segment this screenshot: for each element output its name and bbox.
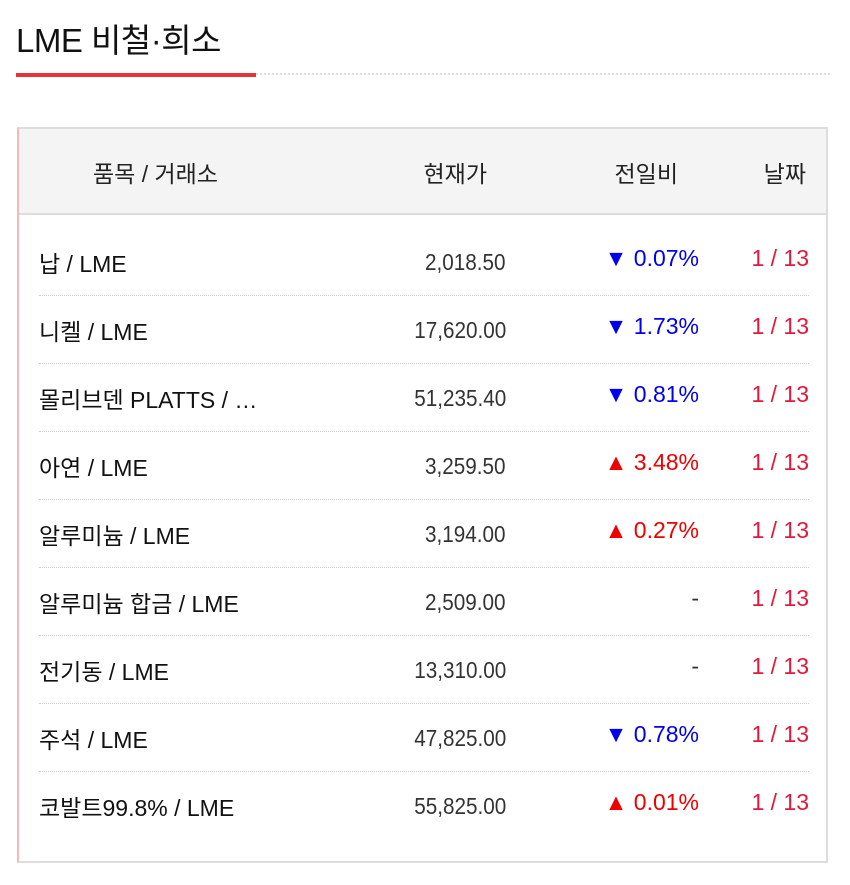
change-percent: 0.27% <box>633 517 699 543</box>
table-row[interactable]: 몰리브덴 PLATTS / … 51,235.40 ▼ 0.81% 1 / 13 <box>39 363 809 432</box>
header-date: 날짜 <box>763 161 806 187</box>
change-value: ▲ 3.48% <box>605 449 699 476</box>
change-value: ▼ 0.78% <box>605 721 699 748</box>
table-row[interactable]: 납 / LME 2,018.50 ▼ 0.07% 1 / 13 <box>39 227 809 296</box>
change-percent: 0.07% <box>633 245 699 271</box>
header-change: 전일비 <box>614 161 678 187</box>
change-value: - <box>691 585 699 612</box>
current-price: 2,509.00 <box>425 589 506 615</box>
table-row[interactable]: 전기동 / LME 13,310.00 - 1 / 13 <box>39 635 809 704</box>
item-name-link[interactable]: 니켈 / LME <box>39 319 148 345</box>
item-name-link[interactable]: 납 / LME <box>39 251 127 277</box>
date: 1 / 13 <box>751 585 809 611</box>
date: 1 / 13 <box>751 381 809 407</box>
arrow-down-icon: ▼ <box>604 721 628 747</box>
date: 1 / 13 <box>751 313 809 339</box>
change-value: ▲ 0.27% <box>605 517 699 544</box>
table-header: 품목 / 거래소 현재가 전일비 날짜 <box>19 129 826 215</box>
current-price: 55,825.00 <box>413 793 506 819</box>
date: 1 / 13 <box>751 517 809 543</box>
change-value: ▲ 0.01% <box>605 789 699 816</box>
item-name-link[interactable]: 아연 / LME <box>39 455 148 481</box>
date: 1 / 13 <box>751 789 809 815</box>
section-title: LME 비철·희소 <box>16 22 221 59</box>
arrow-up-icon: ▲ <box>604 449 628 475</box>
current-price: 47,825.00 <box>413 725 506 751</box>
current-price: 17,620.00 <box>413 317 506 343</box>
item-name-link[interactable]: 코발트99.8% / LME <box>39 795 235 821</box>
table-row[interactable]: 코발트99.8% / LME 55,825.00 ▲ 0.01% 1 / 13 <box>39 771 809 839</box>
current-price: 13,310.00 <box>413 657 506 683</box>
date: 1 / 13 <box>751 245 809 271</box>
table-row[interactable]: 주석 / LME 47,825.00 ▼ 0.78% 1 / 13 <box>39 703 809 772</box>
current-price: 3,259.50 <box>425 453 506 479</box>
arrow-down-icon: ▼ <box>604 245 628 271</box>
title-underline <box>16 73 256 77</box>
item-name-link[interactable]: 몰리브덴 PLATTS / … <box>39 387 258 413</box>
change-percent: 0.78% <box>633 721 699 747</box>
arrow-up-icon: ▲ <box>604 789 628 815</box>
arrow-up-icon: ▲ <box>604 517 628 543</box>
item-name-link[interactable]: 전기동 / LME <box>39 659 169 685</box>
arrow-down-icon: ▼ <box>604 313 628 339</box>
change-percent: - <box>691 653 699 679</box>
table-row[interactable]: 알루미늄 / LME 3,194.00 ▲ 0.27% 1 / 13 <box>39 499 809 568</box>
header-price: 현재가 <box>423 161 487 187</box>
change-percent: 0.01% <box>633 789 699 815</box>
date: 1 / 13 <box>751 449 809 475</box>
arrow-down-icon: ▼ <box>604 381 628 407</box>
change-percent: - <box>691 585 699 611</box>
current-price: 51,235.40 <box>413 385 506 411</box>
item-name-link[interactable]: 알루미늄 합금 / LME <box>39 591 239 617</box>
header-item: 품목 / 거래소 <box>93 161 218 187</box>
table-row[interactable]: 니켈 / LME 17,620.00 ▼ 1.73% 1 / 13 <box>39 295 809 364</box>
price-table: 품목 / 거래소 현재가 전일비 날짜 납 / LME 2,018.50 ▼ 0… <box>17 127 828 863</box>
change-percent: 3.48% <box>633 449 699 475</box>
change-value: ▼ 0.07% <box>605 245 699 272</box>
change-value: ▼ 0.81% <box>605 381 699 408</box>
date: 1 / 13 <box>751 653 809 679</box>
date: 1 / 13 <box>751 721 809 747</box>
item-name-link[interactable]: 알루미늄 / LME <box>39 523 191 549</box>
current-price: 2,018.50 <box>425 249 506 275</box>
change-value: - <box>691 653 699 680</box>
change-percent: 0.81% <box>633 381 699 407</box>
current-price: 3,194.00 <box>425 521 506 547</box>
table-row[interactable]: 알루미늄 합금 / LME 2,509.00 - 1 / 13 <box>39 567 809 636</box>
change-value: ▼ 1.73% <box>605 313 699 340</box>
item-name-link[interactable]: 주석 / LME <box>39 727 148 753</box>
title-divider <box>256 73 830 75</box>
change-percent: 1.73% <box>633 313 699 339</box>
table-row[interactable]: 아연 / LME 3,259.50 ▲ 3.48% 1 / 13 <box>39 431 809 500</box>
